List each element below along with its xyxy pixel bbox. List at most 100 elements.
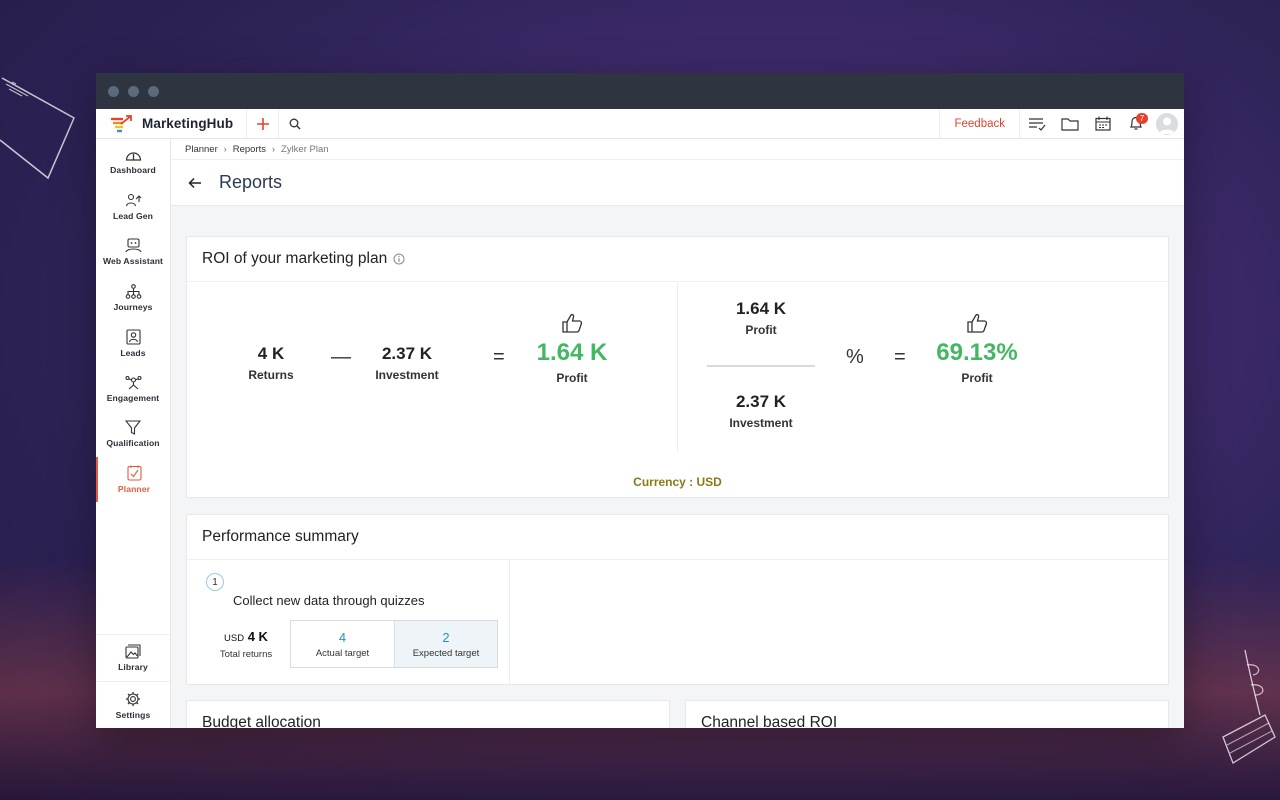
returns-label: Returns — [248, 368, 294, 382]
profit-label: Profit — [556, 371, 588, 385]
fraction-investment-label: Investment — [729, 416, 793, 430]
total-currency: USD — [224, 633, 245, 644]
funnel-icon — [125, 420, 141, 435]
engagement-icon — [124, 375, 142, 390]
roi-body: 4 K Returns — 2.37 K Investment = 1.64 K… — [187, 282, 1168, 452]
sidebar-item-dashboard[interactable]: Dashboard — [96, 139, 170, 184]
thumbs-up-icon — [562, 313, 583, 333]
sidebar-item-label: Planner — [117, 483, 151, 494]
window-dot-minimize[interactable] — [128, 85, 139, 97]
channel-roi-card: Channel based ROI — [685, 700, 1169, 728]
notifications-button[interactable]: 7 — [1119, 109, 1152, 138]
goal-number-badge: 1 — [206, 573, 224, 591]
percent-metric: 69.13% Profit — [927, 312, 1027, 385]
equals-sign-2: = — [894, 346, 906, 368]
sidebar-item-lead-gen[interactable]: Lead Gen — [96, 184, 170, 229]
page-header: Reports — [171, 160, 1184, 206]
investment-metric: 2.37 K Investment — [367, 344, 447, 382]
total-returns: USD 4 K Total returns — [211, 629, 281, 660]
roi-card: ROI of your marketing plan 4 K Returns —… — [186, 236, 1169, 498]
percent-label: Profit — [961, 371, 993, 385]
sidebar-item-settings[interactable]: Settings — [96, 681, 170, 728]
fraction-numerator: 1.64 K Profit — [709, 299, 813, 337]
currency-label: Currency : USD — [633, 475, 722, 489]
breadcrumb-current: Zylker Plan — [281, 143, 329, 155]
total-returns-label: Total returns — [219, 649, 273, 660]
feedback-button[interactable]: Feedback — [939, 109, 1020, 138]
expected-target-label: Expected target — [412, 647, 480, 659]
window-dot-maximize[interactable] — [148, 85, 159, 97]
plant-doodle — [1222, 649, 1276, 764]
task-list-button[interactable] — [1020, 109, 1053, 138]
sidebar-item-journeys[interactable]: Journeys — [96, 275, 170, 320]
sidebar-item-qualification[interactable]: Qualification — [96, 411, 170, 456]
sidebar-item-label: Lead Gen — [113, 211, 153, 222]
sidebar-item-label: Qualification — [106, 438, 160, 449]
lead-gen-icon — [125, 194, 141, 207]
sidebar-item-label: Library — [118, 662, 148, 672]
window-dot-close[interactable] — [108, 85, 119, 97]
sidebar-item-label: Journeys — [113, 301, 153, 312]
performance-card-title: Performance summary — [187, 515, 1168, 560]
top-bar: MarketingHub Feedback 7 — [96, 109, 1184, 139]
folder-icon — [1060, 117, 1079, 131]
performance-card: Performance summary 1 Collect new data t… — [186, 514, 1169, 685]
thumbs-up-icon — [967, 313, 988, 333]
equals-sign: = — [493, 346, 505, 368]
planner-icon — [126, 465, 142, 481]
chevron-right-icon: › — [272, 144, 276, 154]
main-content: Planner › Reports › Zylker Plan Reports … — [171, 139, 1184, 728]
pencil-doodle — [0, 77, 75, 180]
actual-target: 4 Actual target — [291, 621, 394, 667]
folder-button[interactable] — [1053, 109, 1086, 138]
brand[interactable]: MarketingHub — [96, 109, 246, 138]
sidebar-item-planner[interactable]: Planner — [96, 456, 170, 503]
investment-label: Investment — [375, 368, 439, 382]
plus-icon — [256, 117, 269, 130]
sidebar-item-label: Engagement — [106, 392, 160, 403]
leads-icon — [125, 329, 141, 345]
library-icon — [125, 644, 141, 659]
roi-card-title: ROI of your marketing plan — [187, 237, 1168, 282]
search-button[interactable] — [278, 109, 310, 138]
app-window: MarketingHub Feedback 7 — [96, 73, 1184, 728]
task-list-icon — [1028, 117, 1045, 131]
fraction-profit-value: 1.64 K — [735, 299, 787, 318]
window-titlebar — [96, 73, 1184, 109]
roi-title: ROI of your marketing plan — [202, 250, 388, 267]
chevron-right-icon: › — [223, 144, 227, 154]
sidebar-item-library[interactable]: Library — [96, 634, 170, 681]
goal-title: Collect new data through quizzes — [233, 593, 425, 608]
percent-sign: % — [846, 346, 864, 368]
returns-metric: 4 K Returns — [237, 344, 305, 382]
avatar[interactable] — [1156, 112, 1178, 135]
info-icon[interactable] — [393, 253, 405, 265]
calendar-button[interactable] — [1086, 109, 1119, 138]
fraction-line — [707, 365, 815, 367]
actual-target-value: 4 — [338, 629, 347, 645]
sidebar-item-web-assistant[interactable]: Web Assistant — [96, 230, 170, 275]
percent-value: 69.13% — [936, 339, 1018, 366]
investment-value: 2.37 K — [381, 344, 433, 363]
channel-roi-card-title: Channel based ROI — [686, 701, 1168, 728]
sidebar-item-label: Leads — [120, 347, 146, 358]
profit-value: 1.64 K — [536, 339, 608, 366]
journeys-icon — [125, 284, 141, 299]
marketinghub-logo-icon — [111, 114, 132, 132]
page-title: Reports — [219, 172, 283, 192]
web-assistant-icon — [124, 238, 142, 253]
roi-divider — [677, 282, 678, 452]
fraction-denominator: 2.37 K Investment — [709, 392, 813, 430]
breadcrumb-reports[interactable]: Reports — [232, 143, 267, 155]
minus-sign: — — [331, 346, 351, 368]
search-icon — [289, 118, 300, 129]
back-arrow-icon[interactable] — [188, 177, 202, 189]
add-button[interactable] — [246, 109, 278, 138]
sidebar-item-engagement[interactable]: Engagement — [96, 366, 170, 411]
expected-target-value: 2 — [442, 629, 450, 645]
gear-icon — [126, 691, 140, 706]
breadcrumb-planner[interactable]: Planner — [185, 143, 218, 155]
sidebar-item-label: Settings — [115, 709, 151, 720]
sidebar-item-leads[interactable]: Leads — [96, 321, 170, 366]
budget-card: Budget allocation — [186, 700, 670, 728]
